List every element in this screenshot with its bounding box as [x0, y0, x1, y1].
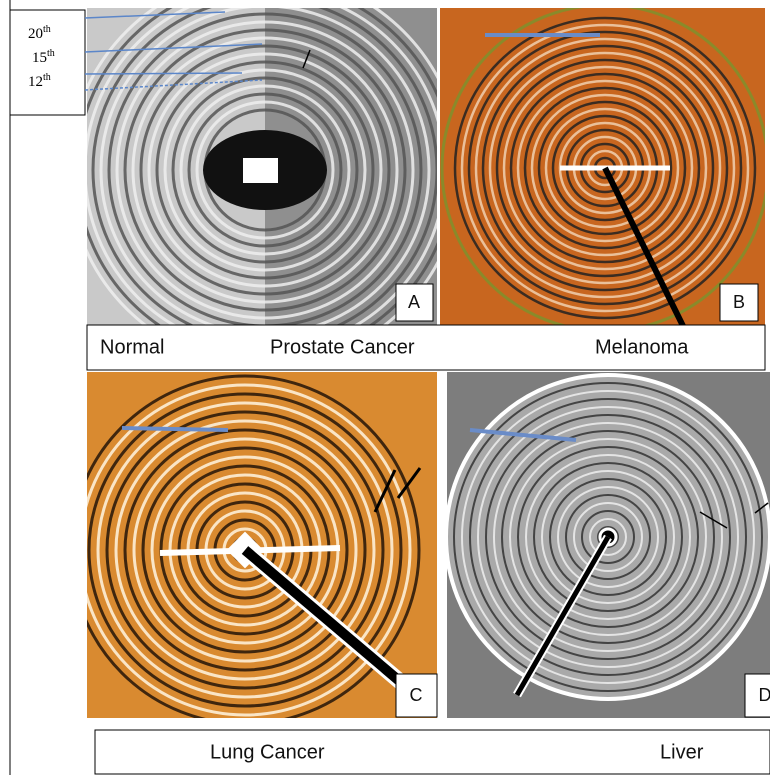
order-suffix: th [43, 72, 51, 83]
panel-d-image [446, 372, 770, 718]
order-suffix: th [47, 48, 55, 59]
order-number: 15 [32, 50, 47, 66]
order-suffix: th [43, 24, 51, 35]
panel-letter: A [408, 292, 420, 312]
order-number: 20 [28, 26, 43, 42]
panel-c-image [71, 372, 437, 724]
panel-letter: D [759, 685, 770, 705]
panel-letter: C [410, 685, 423, 705]
figure: 20th 15th 12th Normal Prostate Cancer Me… [0, 0, 770, 775]
caption: Liver [660, 741, 704, 763]
order-number: 12 [28, 74, 43, 90]
beam-spot [243, 158, 278, 183]
caption: Lung Cancer [210, 741, 325, 763]
panel-b-image [440, 5, 768, 331]
caption: Melanoma [595, 336, 689, 358]
caption: Prostate Cancer [270, 336, 415, 358]
caption: Normal [100, 336, 164, 358]
panel-letter: B [733, 292, 745, 312]
blue-arrow [122, 428, 228, 430]
